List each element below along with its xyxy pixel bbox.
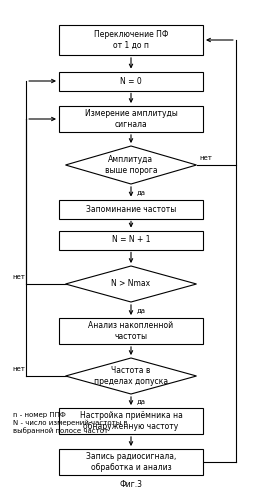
FancyBboxPatch shape [59, 230, 203, 250]
FancyBboxPatch shape [59, 408, 203, 434]
Text: Амплитуда
выше порога: Амплитуда выше порога [105, 156, 157, 174]
Text: Фиг.3: Фиг.3 [119, 480, 143, 489]
Text: нет: нет [12, 366, 25, 372]
Text: Анализ накопленной
частоты: Анализ накопленной частоты [89, 322, 173, 340]
Polygon shape [66, 266, 196, 302]
FancyBboxPatch shape [59, 318, 203, 344]
Text: Переключение ПФ
от 1 до п: Переключение ПФ от 1 до п [94, 30, 168, 50]
Text: Настройка приёмника на
обнаруженную частоту: Настройка приёмника на обнаруженную част… [80, 412, 182, 430]
Polygon shape [66, 146, 196, 184]
FancyBboxPatch shape [59, 200, 203, 218]
Text: Частота в
пределах допуска: Частота в пределах допуска [94, 366, 168, 386]
Text: да: да [136, 307, 145, 313]
Text: да: да [136, 188, 145, 194]
Polygon shape [66, 358, 196, 394]
Text: n - номер ППФ
N - число измерений частоты в
выбранной полосе частот: n - номер ППФ N - число измерений частот… [13, 412, 128, 434]
FancyBboxPatch shape [59, 106, 203, 132]
FancyBboxPatch shape [59, 72, 203, 90]
FancyBboxPatch shape [59, 449, 203, 475]
Text: Измерение амплитуды
сигнала: Измерение амплитуды сигнала [85, 110, 177, 128]
Text: нет: нет [199, 155, 212, 161]
Text: да: да [136, 398, 145, 404]
FancyBboxPatch shape [59, 25, 203, 55]
Text: N > Nmax: N > Nmax [111, 280, 151, 288]
Text: N = N + 1: N = N + 1 [112, 236, 150, 244]
Text: нет: нет [12, 274, 25, 280]
Text: N = 0: N = 0 [120, 76, 142, 86]
Text: Запись радиосигнала,
обработка и анализ: Запись радиосигнала, обработка и анализ [86, 452, 176, 471]
Text: Запоминание частоты: Запоминание частоты [86, 204, 176, 214]
